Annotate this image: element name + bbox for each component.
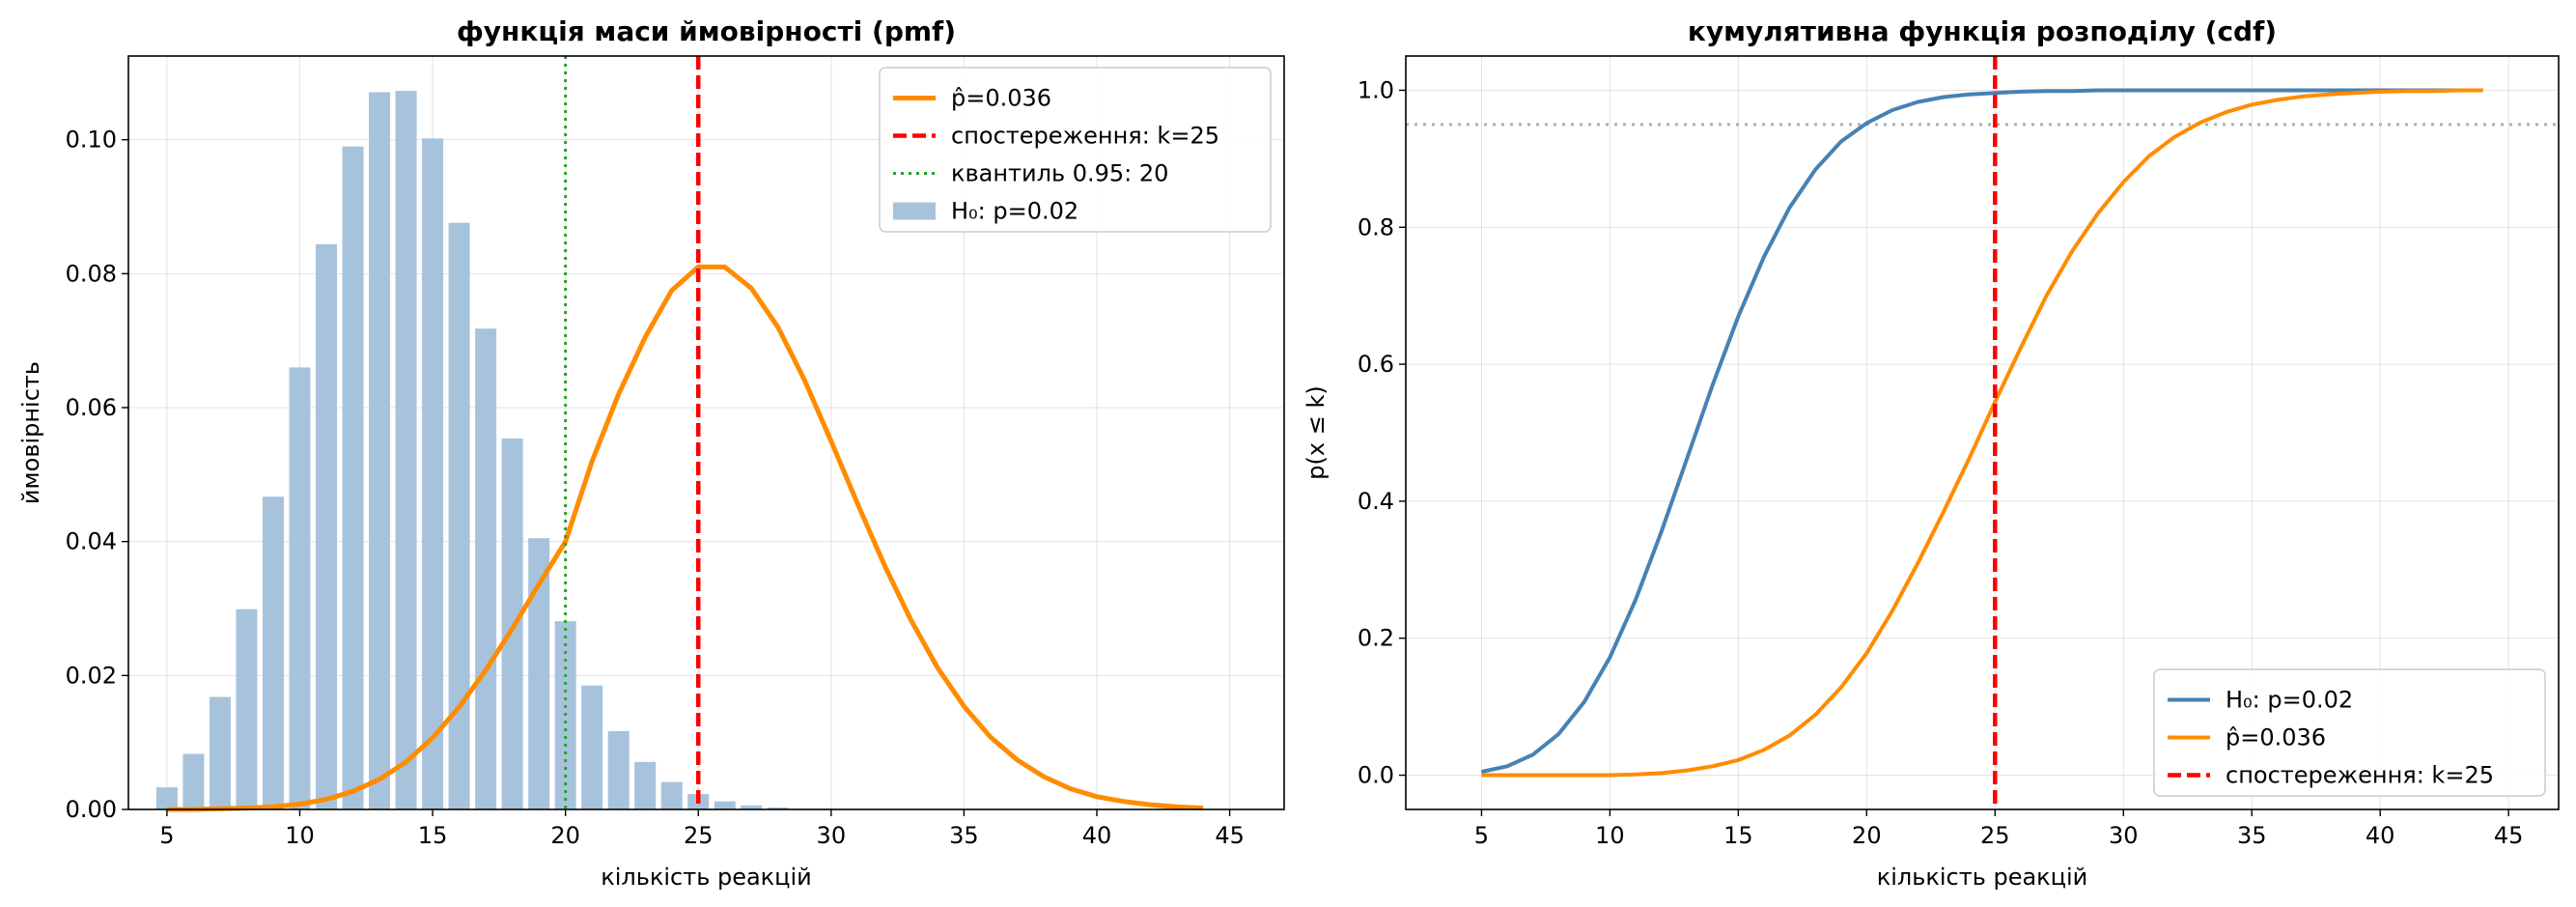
h0-bar (475, 328, 497, 809)
cdf-panel: 5 10 15 20 25 30 35 40 45 0.0 0.2 0.4 0.6 0.8 1.0 куму… (1302, 15, 2560, 891)
x-tick-label: 30 (817, 822, 847, 849)
legend-label: квантиль 0.95: 20 (951, 160, 1168, 187)
x-tick-label: 10 (285, 822, 315, 849)
h0-bar (155, 787, 178, 809)
h0-bar (209, 696, 231, 809)
x-tick-label: 20 (550, 822, 580, 849)
pmf-ticks: 5 10 15 20 25 30 35 40 45 0.00 0.02 0.04 0.06 0.08 0.1… (66, 127, 1245, 849)
legend-box (879, 67, 1272, 233)
h0-bar (236, 609, 258, 809)
h0-bar (342, 146, 364, 810)
pmf-marks (155, 56, 1204, 812)
pmf-y-axis-label: ймовірність (17, 361, 44, 504)
y-tick-label: 0.00 (66, 796, 117, 823)
y-tick-label: 0.04 (66, 528, 117, 555)
y-tick-label: 0.4 (1358, 488, 1394, 515)
phat-line (166, 264, 1204, 812)
x-tick-label: 5 (1474, 822, 1489, 849)
x-tick-label: 15 (418, 822, 448, 849)
x-tick-label: 35 (949, 822, 979, 849)
legend-label: H₀: p=0.02 (2226, 687, 2353, 714)
x-tick-label: 25 (684, 822, 714, 849)
legend-label: p̂=0.036 (951, 85, 1051, 112)
h0-bar (581, 685, 603, 809)
pmf-title: функція маси ймовірності (pmf) (457, 15, 956, 47)
h0-bar (660, 781, 683, 809)
h0-bar (607, 730, 630, 809)
h0-bar (741, 805, 763, 809)
y-tick-label: 0.2 (1358, 625, 1394, 652)
x-tick-label: 25 (1980, 822, 2010, 849)
y-tick-label: 0.06 (66, 394, 117, 421)
legend-box (2153, 668, 2546, 797)
y-tick-label: 0.6 (1358, 351, 1394, 378)
legend-swatch (893, 202, 936, 220)
x-tick-label: 10 (1595, 822, 1625, 849)
legend-label: спостереження: k=25 (951, 123, 1219, 150)
cdf-axes-frame (1405, 55, 2560, 810)
pmf-axes-frame (127, 55, 1285, 810)
y-tick-label: 0.02 (66, 662, 117, 689)
h0-bar (634, 761, 657, 809)
y-tick-label: 1.0 (1358, 76, 1394, 103)
h0-bar (315, 243, 338, 809)
x-tick-label: 15 (1723, 822, 1753, 849)
h0-bar (289, 367, 311, 809)
y-tick-label: 0.0 (1358, 762, 1394, 789)
cdf-title: кумулятивна функція розподілу (cdf) (1688, 15, 2277, 47)
cdf-marks (1406, 56, 2559, 809)
y-tick-label: 0.08 (66, 260, 117, 287)
pmf-panel: 5 10 15 20 25 30 35 40 45 0.00 0.02 0.04 0.06 0.08 0.1… (17, 15, 1285, 891)
h0-bar (262, 496, 284, 809)
x-tick-label: 45 (1215, 822, 1245, 849)
h0-bar (422, 138, 444, 809)
cdf-legend: H₀: p=0.02 p̂=0.036 спостереження: k=25 (2153, 668, 2546, 797)
cdf-y-axis-label: p(x ≤ k) (1302, 385, 1330, 479)
x-tick-label: 40 (1082, 822, 1112, 849)
h0-bar (528, 538, 550, 809)
legend-label: спостереження: k=25 (2226, 762, 2494, 789)
pmf-x-axis-label: кількість реакцій (601, 864, 812, 891)
x-tick-label: 30 (2109, 822, 2139, 849)
h0-cdf-line (1480, 88, 2483, 774)
y-tick-label: 0.8 (1358, 213, 1394, 241)
x-tick-label: 45 (2494, 822, 2524, 849)
x-tick-label: 35 (2237, 822, 2267, 849)
h0-bar (369, 92, 391, 809)
cdf-x-axis-label: кількість реакцій (1877, 864, 2088, 891)
h0-bar (714, 801, 736, 809)
x-tick-label: 40 (2366, 822, 2395, 849)
pmf-legend: p̂=0.036 спостереження: k=25 квантиль 0.95… (879, 67, 1272, 233)
h0-bar (448, 222, 470, 809)
legend-label: p̂=0.036 (2226, 724, 2326, 751)
h0-bar (395, 91, 417, 809)
h0-bar (182, 753, 205, 809)
x-tick-label: 5 (159, 822, 174, 849)
h0-bar (767, 807, 789, 809)
legend-label: H₀: p=0.02 (951, 198, 1078, 225)
phat-line (1481, 88, 2483, 778)
y-tick-label: 0.10 (66, 127, 117, 154)
x-tick-label: 20 (1852, 822, 1882, 849)
cdf-ticks: 5 10 15 20 25 30 35 40 45 0.0 0.2 0.4 0.6 0.8 1.0 (1358, 76, 2524, 849)
